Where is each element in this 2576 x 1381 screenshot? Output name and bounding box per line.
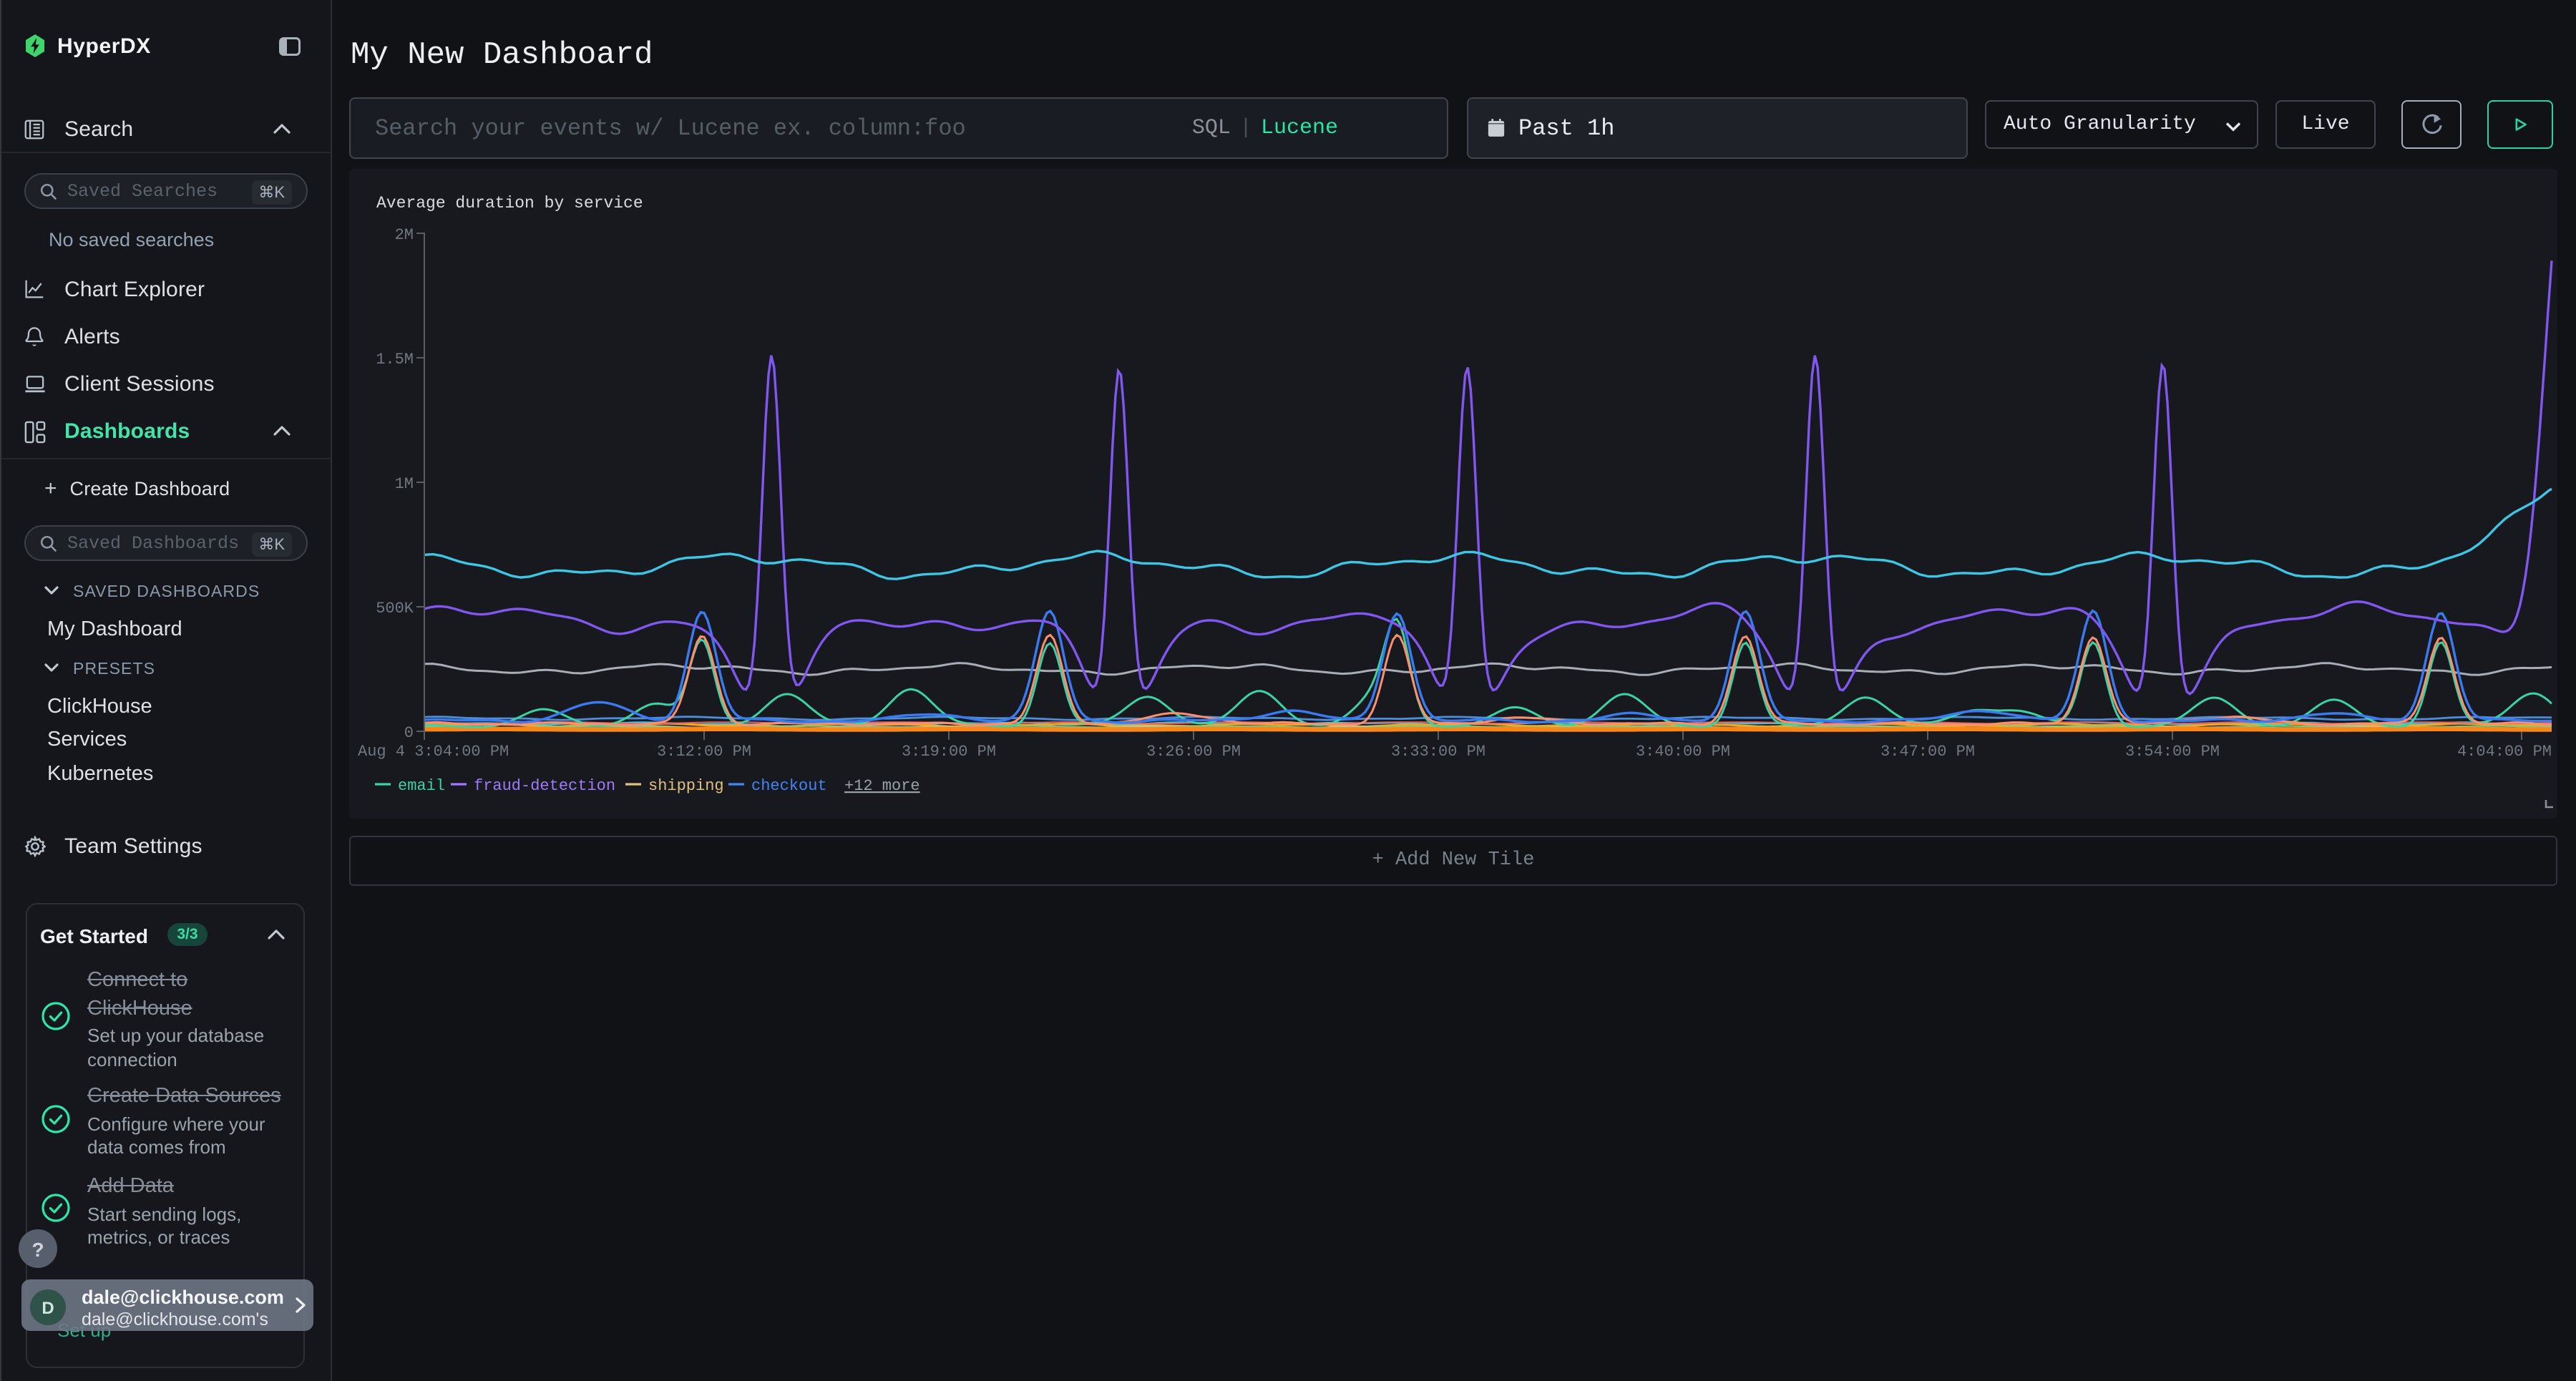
- svg-text:fraud-detection: fraud-detection: [474, 777, 615, 795]
- svg-text:0: 0: [404, 724, 414, 742]
- svg-text:Average duration by service: Average duration by service: [376, 194, 643, 213]
- svg-text:3:47:00 PM: 3:47:00 PM: [1880, 743, 1975, 761]
- svg-text:1.5M: 1.5M: [376, 351, 414, 369]
- svg-text:checkout: checkout: [751, 777, 827, 795]
- svg-text:2M: 2M: [395, 226, 414, 244]
- svg-text:3:12:00 PM: 3:12:00 PM: [657, 743, 751, 761]
- svg-text:3:33:00 PM: 3:33:00 PM: [1391, 743, 1485, 761]
- svg-text:Aug 4 3:04:00 PM: Aug 4 3:04:00 PM: [358, 743, 509, 761]
- svg-text:4:04:00 PM: 4:04:00 PM: [2457, 743, 2552, 761]
- svg-text:3:19:00 PM: 3:19:00 PM: [902, 743, 996, 761]
- svg-text:3:54:00 PM: 3:54:00 PM: [2125, 743, 2220, 761]
- svg-text:1M: 1M: [395, 475, 414, 493]
- svg-text:shipping: shipping: [648, 777, 724, 795]
- svg-text:500K: 500K: [376, 600, 414, 618]
- svg-text:+12 more: +12 more: [844, 777, 920, 795]
- svg-text:3:40:00 PM: 3:40:00 PM: [1636, 743, 1730, 761]
- svg-text:email: email: [398, 777, 445, 795]
- svg-text:3:26:00 PM: 3:26:00 PM: [1146, 743, 1241, 761]
